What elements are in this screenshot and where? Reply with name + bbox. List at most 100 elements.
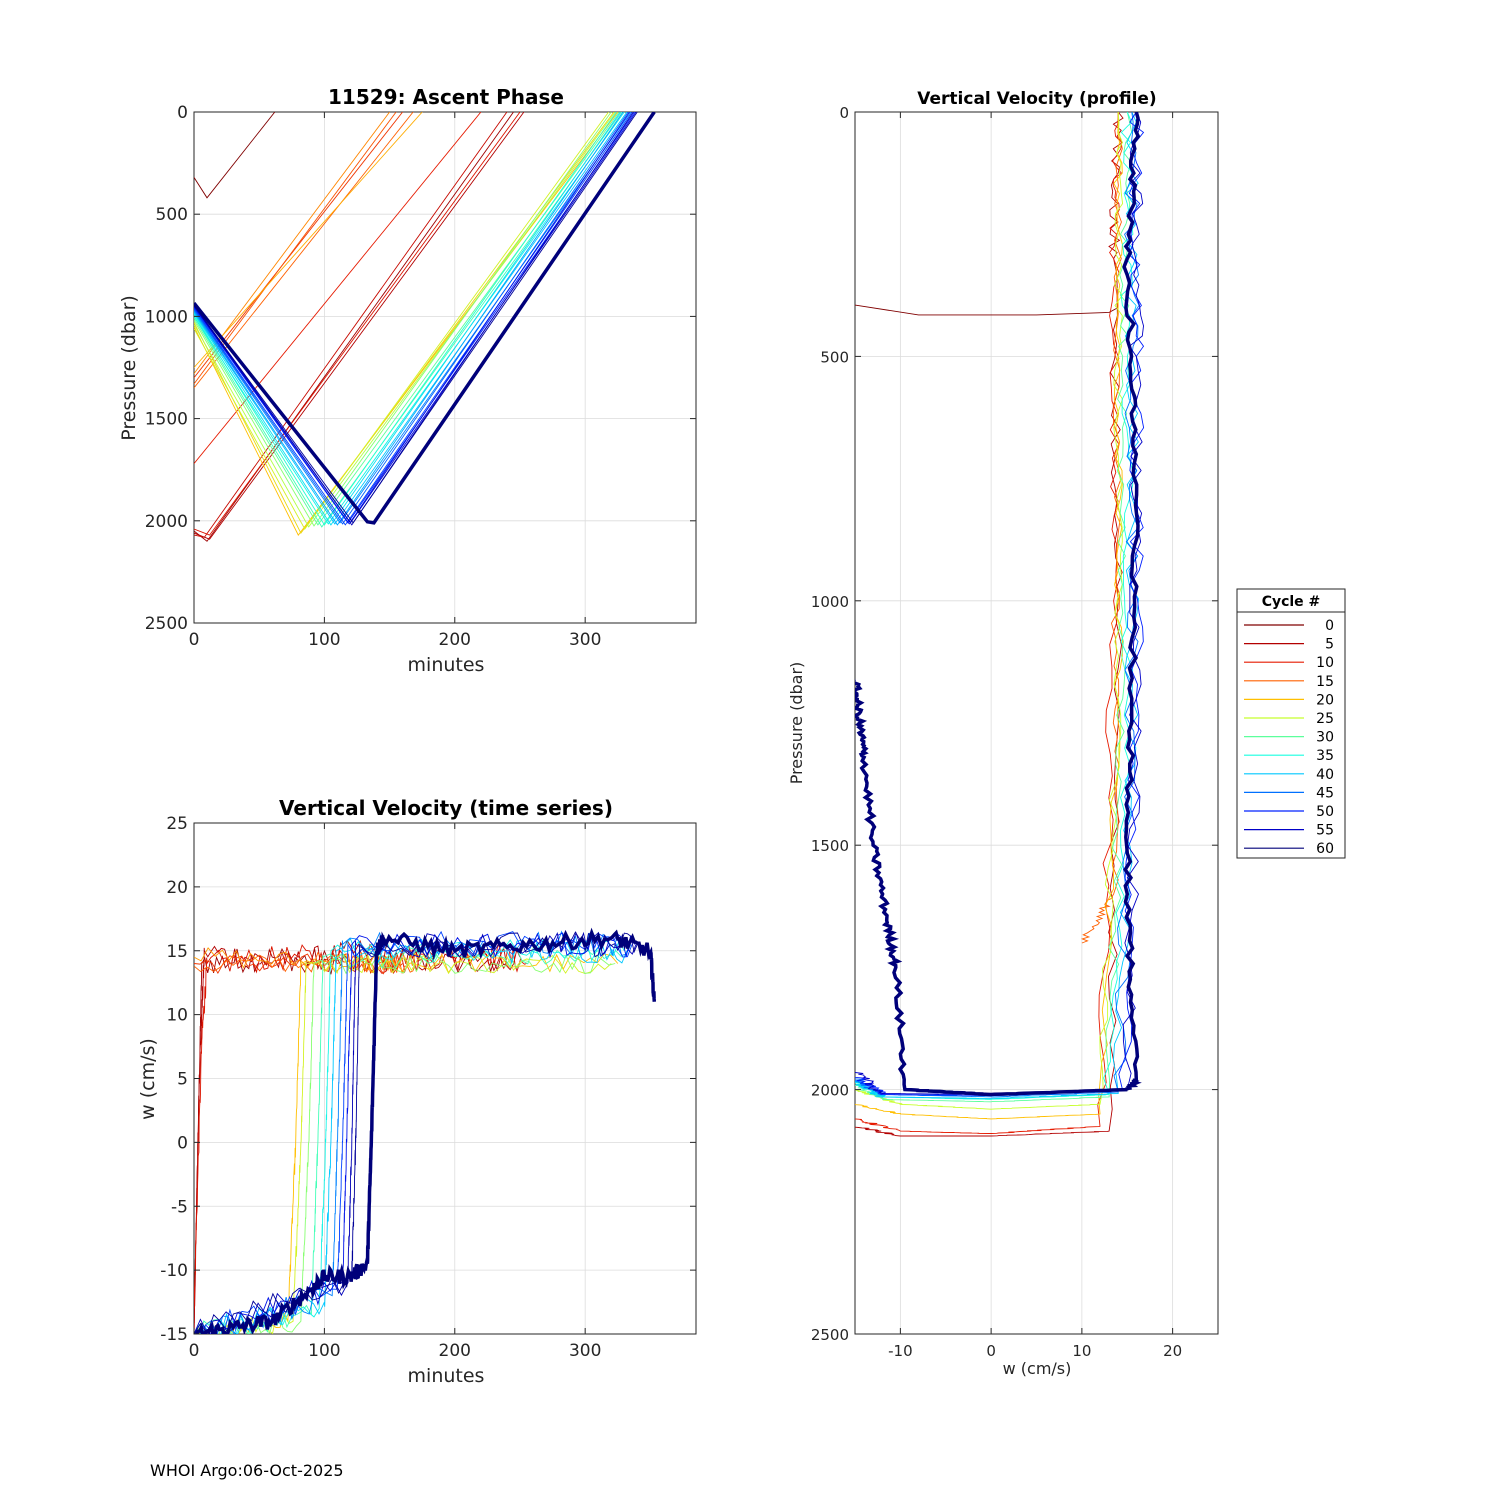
- time-series-grid: [194, 823, 696, 1334]
- x-tick-label: 200: [439, 1341, 471, 1361]
- ascent-x-label: minutes: [408, 654, 485, 676]
- trace-cycle-0: [855, 304, 1119, 316]
- legend-label-50: 50: [1316, 804, 1334, 820]
- legend-title: Cycle #: [1262, 594, 1321, 610]
- ascent-traces: [194, 112, 656, 542]
- y-tick-label: 1500: [811, 837, 849, 855]
- profile-x-label: w (cm/s): [1003, 1359, 1072, 1378]
- y-tick-label: 15: [166, 942, 188, 962]
- trace-cycle-5: [194, 112, 525, 540]
- trace-cycle-12: [194, 112, 403, 378]
- y-tick-label: -5: [171, 1197, 188, 1217]
- trace-cycle-44: [194, 112, 632, 524]
- profile-grid: [855, 112, 1218, 1334]
- time-series-panel: 0 100 200 300 -15 -10 -5 0 5 10 15 20 25 Vertical Ve…: [137, 796, 697, 1387]
- legend-label-10: 10: [1316, 655, 1334, 671]
- y-tick-label: 2000: [145, 512, 188, 532]
- ascent-y-label: Pressure (dbar): [118, 295, 140, 441]
- trace-cycle-58: [194, 931, 638, 1334]
- trace-cycle-58: [194, 112, 638, 524]
- legend-label-55: 55: [1316, 823, 1334, 839]
- y-tick-label: 1000: [145, 307, 188, 327]
- trace-cycle-52: [194, 112, 630, 525]
- trace-cycle-19: [194, 112, 423, 368]
- y-tick-label: 10: [166, 1006, 188, 1026]
- x-tick-label: 100: [308, 630, 340, 650]
- legend-entries: 0 5 10 15 20 25 30 35 40 45 50 55 60: [1244, 618, 1334, 857]
- trace-cycle-48: [194, 112, 633, 526]
- time-series-x-label: minutes: [408, 1365, 485, 1387]
- trace-cycle-56: [194, 112, 634, 526]
- profile-axes-frame: [854, 111, 1219, 1335]
- trace-cycle-44: [194, 930, 632, 1334]
- trace-cycle-36: [194, 112, 625, 525]
- trace-cycle-12: [194, 953, 403, 975]
- ascent-axes-frame: [193, 111, 697, 624]
- x-tick-label: -10: [888, 1342, 913, 1360]
- y-tick-label: 20: [166, 878, 188, 898]
- legend-label-40: 40: [1316, 767, 1334, 783]
- trace-cycle-0: [194, 112, 276, 199]
- time-series-title: Vertical Velocity (time series): [279, 796, 613, 820]
- y-tick-label: 1000: [811, 593, 849, 611]
- legend: Cycle # 0 5 10 15 20 25 30 35 40 45 50 55 60: [1236, 588, 1346, 859]
- legend-label-0: 0: [1325, 618, 1334, 634]
- trace-cycle-17: [194, 112, 390, 374]
- y-tick-label: 2500: [811, 1326, 849, 1344]
- y-tick-label: 2500: [145, 614, 188, 634]
- trace-cycle-25: [855, 112, 1124, 1110]
- profile-title: Vertical Velocity (profile): [917, 89, 1156, 109]
- legend-label-35: 35: [1316, 748, 1334, 764]
- trace-cycle-10: [194, 112, 482, 464]
- trace-cycle-60: [194, 112, 656, 525]
- legend-label-5: 5: [1325, 637, 1334, 653]
- legend-label-20: 20: [1316, 692, 1334, 708]
- x-tick-label: 0: [189, 630, 200, 650]
- y-tick-label: -10: [160, 1261, 188, 1281]
- trace-cycle-42: [194, 112, 624, 526]
- x-tick-label: 10: [1072, 1342, 1091, 1360]
- trace-cycle-38: [194, 112, 621, 526]
- legend-label-60: 60: [1316, 841, 1334, 857]
- profile-ticks: -10 0 10 20 0 500 1000 1500 2000 2500: [811, 104, 1218, 1360]
- y-tick-label: -15: [160, 1325, 188, 1345]
- y-tick-label: 5: [177, 1070, 188, 1090]
- ascent-title: 11529: Ascent Phase: [328, 85, 564, 109]
- footer-text: WHOI Argo:06-Oct-2025: [150, 1461, 344, 1480]
- trace-cycle-60: [855, 112, 1142, 1097]
- trace-cycle-56: [194, 931, 637, 1334]
- time-series-ticks: 0 100 200 300 -15 -10 -5 0 5 10 15 20 25: [160, 814, 696, 1361]
- y-tick-label: 25: [166, 814, 188, 834]
- trace-cycle-26: [194, 112, 616, 528]
- trace-cycle-46: [194, 112, 629, 525]
- x-tick-label: 0: [986, 1342, 996, 1360]
- trace-cycle-15: [194, 112, 414, 389]
- legend-box: [1236, 588, 1346, 859]
- x-tick-label: 200: [439, 630, 471, 650]
- x-tick-label: 100: [308, 1341, 340, 1361]
- trace-cycle-7: [194, 112, 508, 538]
- profile-y-label: Pressure (dbar): [787, 662, 806, 785]
- x-tick-label: 0: [189, 1341, 200, 1361]
- legend-label-25: 25: [1316, 711, 1334, 727]
- trace-cycle-24: [194, 112, 609, 530]
- x-tick-label: 300: [569, 630, 601, 650]
- y-tick-label: 0: [177, 1133, 188, 1153]
- trace-cycle-60: [195, 927, 657, 1334]
- y-tick-label: 0: [839, 104, 849, 122]
- y-tick-label: 500: [820, 348, 849, 366]
- trace-cycle-40: [194, 112, 628, 525]
- profile-traces: [855, 112, 1145, 1137]
- x-tick-label: 20: [1163, 1342, 1182, 1360]
- y-tick-label: 1500: [145, 410, 188, 430]
- trace-cycle-30: [855, 112, 1133, 1103]
- trace-cycle-32: [194, 112, 623, 528]
- time-series-y-label: w (cm/s): [137, 1038, 159, 1120]
- trace-cycle-34: [194, 112, 617, 526]
- y-tick-label: 0: [177, 103, 188, 123]
- trace-cycle-10: [855, 112, 1123, 1135]
- trace-cycle-14: [194, 112, 397, 385]
- legend-label-30: 30: [1316, 730, 1334, 746]
- y-tick-label: 2000: [811, 1082, 849, 1100]
